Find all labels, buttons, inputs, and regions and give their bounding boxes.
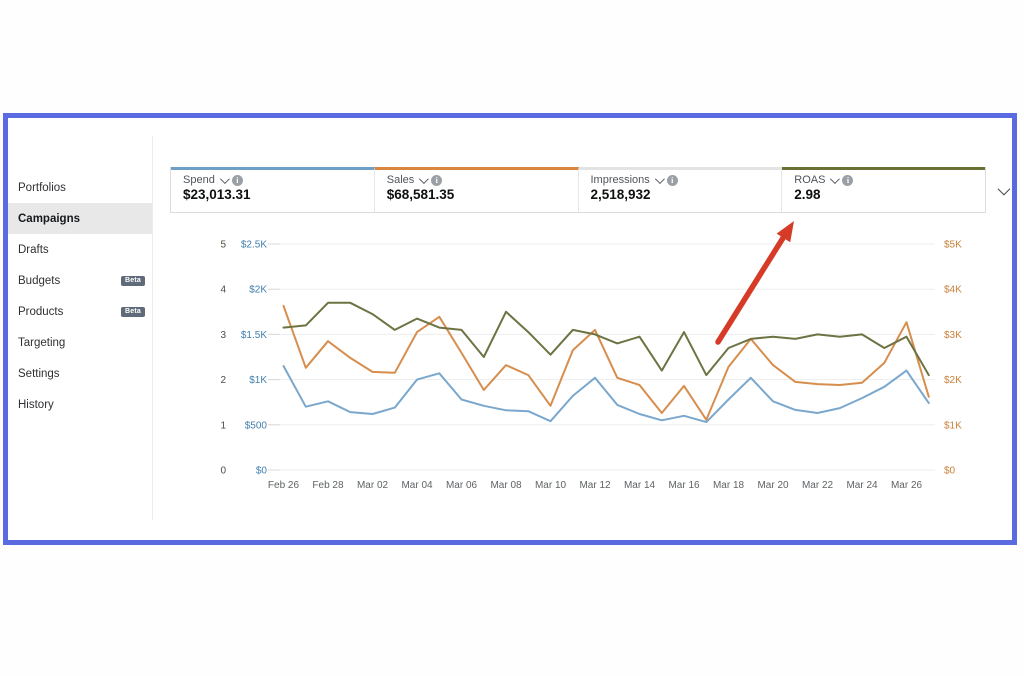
metric-card-spend[interactable]: Spend i $23,013.31 bbox=[171, 167, 375, 212]
metric-value: $68,581.35 bbox=[386, 187, 455, 202]
svg-text:Mar 04: Mar 04 bbox=[401, 480, 433, 491]
svg-text:Feb 28: Feb 28 bbox=[312, 480, 344, 491]
svg-text:$0: $0 bbox=[256, 466, 268, 477]
svg-text:Mar 26: Mar 26 bbox=[891, 480, 923, 491]
info-icon[interactable]: i bbox=[231, 174, 243, 186]
sidebar-item-label: History bbox=[18, 398, 54, 411]
svg-text:0: 0 bbox=[220, 466, 226, 477]
svg-text:Mar 18: Mar 18 bbox=[713, 480, 745, 491]
svg-text:$3K: $3K bbox=[944, 330, 962, 341]
svg-text:$2.5K: $2.5K bbox=[241, 240, 267, 251]
svg-text:$1K: $1K bbox=[249, 375, 267, 386]
cards-expand-button[interactable] bbox=[992, 180, 1012, 200]
svg-text:Mar 20: Mar 20 bbox=[757, 480, 789, 491]
sidebar-item-history[interactable]: History bbox=[8, 389, 152, 420]
metric-card-roas[interactable]: ROAS i 2.98 bbox=[782, 167, 985, 212]
chevron-down-icon[interactable] bbox=[654, 173, 665, 184]
svg-text:2: 2 bbox=[220, 375, 226, 386]
metric-label: Impressions bbox=[590, 174, 650, 186]
metric-value: $23,013.31 bbox=[183, 187, 251, 202]
performance-chart: 5 $2.5K $5K 4 $2K $4K 3 $1.5K $3K 2 $1K $2K 1 $500 $1K… bbox=[210, 233, 980, 497]
svg-text:Mar 08: Mar 08 bbox=[490, 480, 522, 491]
metric-card-sales[interactable]: Sales i $68,581.35 bbox=[374, 167, 579, 212]
sidebar-item-portfolios[interactable]: Portfolios bbox=[8, 172, 152, 203]
sidebar-item-label: Products bbox=[18, 305, 64, 318]
svg-text:$1.5K: $1.5K bbox=[241, 330, 267, 341]
chevron-down-icon bbox=[997, 182, 1010, 195]
svg-text:Mar 12: Mar 12 bbox=[579, 480, 611, 491]
info-icon[interactable]: i bbox=[842, 174, 854, 186]
sidebar-item-targeting[interactable]: Targeting bbox=[8, 327, 152, 358]
svg-text:1: 1 bbox=[220, 420, 226, 431]
screenshot-frame: Portfolios Campaigns Drafts Budgets Beta … bbox=[3, 113, 1017, 545]
metric-value: 2,518,932 bbox=[590, 187, 651, 202]
svg-text:$1K: $1K bbox=[944, 420, 962, 431]
chart-canvas: 5 $2.5K $5K 4 $2K $4K 3 $1.5K $3K 2 $1K $2K 1 $500 $1K… bbox=[220, 240, 962, 492]
sidebar-item-products[interactable]: Products Beta bbox=[8, 296, 152, 327]
sidebar-item-label: Settings bbox=[18, 367, 60, 380]
sidebar-item-settings[interactable]: Settings bbox=[8, 358, 152, 389]
svg-text:$5K: $5K bbox=[944, 240, 962, 251]
svg-text:Feb 26: Feb 26 bbox=[268, 480, 300, 491]
svg-text:Mar 02: Mar 02 bbox=[357, 480, 389, 491]
svg-text:Mar 22: Mar 22 bbox=[802, 480, 834, 491]
info-icon[interactable]: i bbox=[431, 174, 443, 186]
svg-text:4: 4 bbox=[220, 285, 226, 296]
chevron-down-icon[interactable] bbox=[219, 173, 230, 184]
beta-badge: Beta bbox=[121, 306, 145, 317]
svg-text:Mar 14: Mar 14 bbox=[624, 480, 656, 491]
beta-badge: Beta bbox=[121, 275, 145, 286]
sidebar-item-label: Budgets bbox=[18, 274, 61, 287]
svg-text:$4K: $4K bbox=[944, 285, 962, 296]
sidebar-item-label: Targeting bbox=[18, 336, 66, 349]
sidebar-item-campaigns[interactable]: Campaigns bbox=[8, 203, 152, 234]
metric-label: ROAS bbox=[794, 174, 826, 186]
svg-text:$2K: $2K bbox=[944, 375, 962, 386]
metric-cards-row: Spend i $23,013.31 Sales i $68,581.35 Im… bbox=[170, 167, 986, 213]
chevron-down-icon[interactable] bbox=[830, 173, 841, 184]
svg-text:3: 3 bbox=[220, 330, 226, 341]
metric-label: Sales bbox=[386, 174, 415, 186]
svg-text:Mar 06: Mar 06 bbox=[446, 480, 478, 491]
chevron-down-icon[interactable] bbox=[419, 173, 430, 184]
metric-label: Spend bbox=[183, 174, 215, 186]
sidebar-item-label: Drafts bbox=[18, 243, 49, 256]
svg-text:Mar 10: Mar 10 bbox=[535, 480, 567, 491]
sidebar-item-budgets[interactable]: Budgets Beta bbox=[8, 265, 152, 296]
svg-text:$500: $500 bbox=[245, 420, 268, 431]
sidebar: Portfolios Campaigns Drafts Budgets Beta … bbox=[8, 118, 152, 540]
svg-text:$0: $0 bbox=[944, 466, 956, 477]
metric-card-impressions[interactable]: Impressions i 2,518,932 bbox=[578, 167, 783, 212]
sidebar-item-drafts[interactable]: Drafts bbox=[8, 234, 152, 265]
sidebar-divider bbox=[152, 136, 153, 520]
sidebar-item-label: Portfolios bbox=[18, 181, 66, 194]
info-icon[interactable]: i bbox=[666, 174, 678, 186]
svg-text:5: 5 bbox=[220, 240, 226, 251]
svg-text:Mar 24: Mar 24 bbox=[846, 480, 878, 491]
svg-text:Mar 16: Mar 16 bbox=[668, 480, 700, 491]
metric-value: 2.98 bbox=[794, 187, 821, 202]
sidebar-item-label: Campaigns bbox=[18, 212, 80, 225]
svg-text:$2K: $2K bbox=[249, 285, 267, 296]
